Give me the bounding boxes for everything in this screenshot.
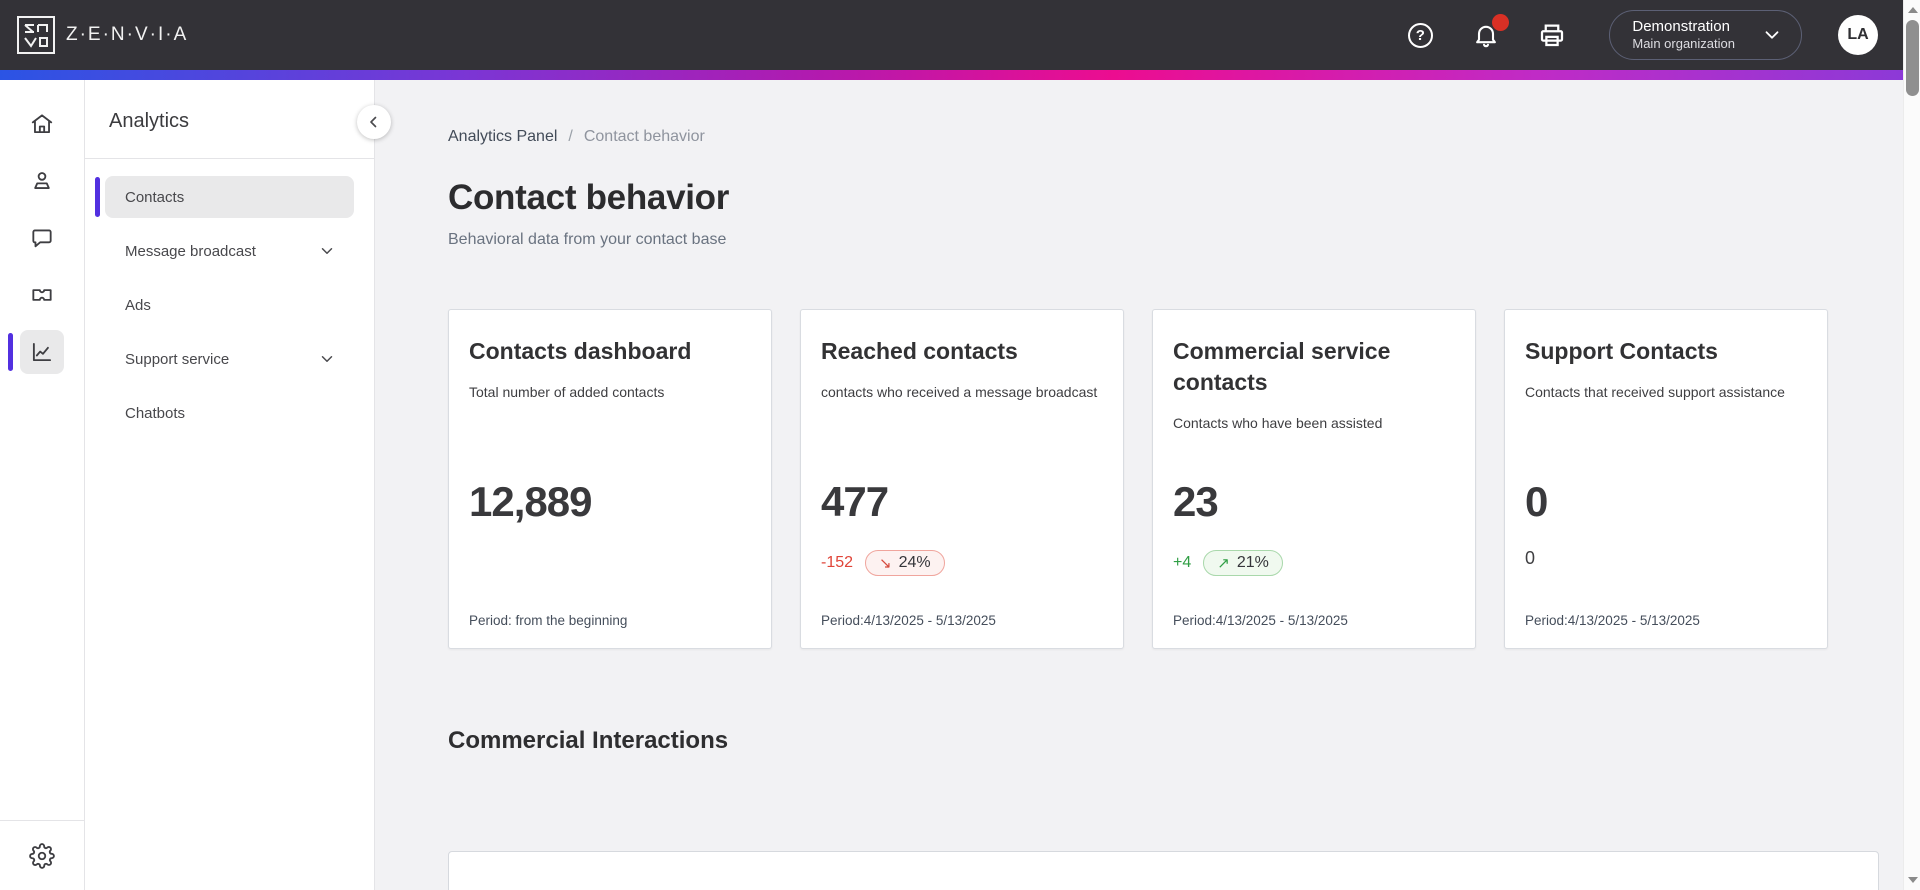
card-description: Total number of added contacts [469, 384, 665, 401]
organization-texts: Demonstration Main organization [1632, 18, 1735, 53]
delta-value: -152 [821, 554, 854, 571]
scrollbar-up-arrow-icon[interactable] [1904, 2, 1920, 18]
menu-item-label: Chatbots [125, 404, 186, 422]
brand-name: Z·E·N·V·I·A [66, 24, 189, 45]
card-delta-row: -152 ↘ 24% [821, 550, 945, 576]
icon-sidebar-footer [0, 820, 84, 890]
card-contacts-dashboard: Contacts dashboard Total number of added… [448, 309, 772, 649]
trend-badge: ↗ 21% [1203, 550, 1283, 576]
print-button[interactable] [1537, 20, 1567, 50]
trend-percent: 21% [1236, 554, 1269, 571]
zenvia-logo-icon [17, 16, 55, 54]
card-period: Period:4/13/2025 - 5/13/2025 [821, 613, 996, 628]
page-scrollbar[interactable] [1903, 0, 1920, 890]
breadcrumb-current: Contact behavior [583, 128, 705, 145]
organization-subtitle: Main organization [1632, 36, 1735, 52]
person-icon [34, 172, 50, 189]
scrollbar-thumb[interactable] [1906, 20, 1919, 96]
sidebar-item-settings[interactable] [20, 834, 64, 878]
sidebar-item-contacts[interactable] [20, 159, 64, 203]
trend-up-icon: ↗ [1217, 555, 1230, 572]
card-value: 0 [1525, 478, 1548, 525]
trend-down-icon: ↘ [879, 555, 892, 572]
page-title: Contact behavior [448, 178, 730, 217]
main-content: Analytics Panel / Contact behavior Conta… [375, 80, 1920, 890]
card-commercial-service-contacts: Commercial service contacts Contacts who… [1152, 309, 1476, 649]
section-title-commercial-interactions: Commercial Interactions [448, 727, 729, 754]
sidebar-item-home[interactable] [20, 102, 64, 146]
commercial-interactions-card [448, 851, 1879, 890]
home-icon [31, 114, 53, 134]
notification-badge [1492, 14, 1510, 31]
card-title: Support Contacts [1525, 338, 1718, 364]
menu-item-label: Message broadcast [125, 242, 256, 260]
organization-selector[interactable]: Demonstration Main organization [1609, 10, 1802, 60]
card-description: contacts who received a message broadcas… [821, 384, 1098, 401]
sidebar-item-analytics[interactable] [8, 330, 64, 374]
card-reached-contacts: Reached contacts contacts who received a… [800, 309, 1124, 649]
app-body: Analytics Contacts Message broadcast Ads… [0, 80, 1920, 890]
card-support-contacts: Support Contacts Contacts that received … [1504, 309, 1828, 649]
scrollbar-down-arrow-icon[interactable] [1904, 872, 1920, 888]
card-period: Period:4/13/2025 - 5/13/2025 [1525, 613, 1700, 628]
menu-item-ads[interactable]: Ads [105, 284, 354, 326]
card-secondary-value: 0 [1525, 548, 1536, 568]
trend-percent: 24% [898, 554, 931, 571]
card-period: Period:4/13/2025 - 5/13/2025 [1173, 613, 1348, 628]
card-description: Contacts that received support assistanc… [1525, 384, 1785, 401]
line-chart-icon [32, 342, 52, 362]
chevron-down-icon [1765, 31, 1779, 39]
menu-item-label: Support service [125, 350, 230, 368]
card-title: Commercial service contacts [1173, 338, 1391, 396]
card-title: Contacts dashboard [469, 338, 692, 364]
help-icon: ? [1407, 22, 1433, 48]
gear-icon [29, 842, 55, 869]
help-button[interactable]: ? [1405, 20, 1435, 50]
panel-divider [85, 158, 374, 159]
sidebar-item-tickets[interactable] [20, 273, 64, 317]
icon-sidebar-items [0, 80, 84, 820]
card-value: 477 [821, 478, 889, 525]
analytics-panel: Analytics Contacts Message broadcast Ads… [85, 80, 391, 890]
breadcrumb-parent-link[interactable]: Analytics Panel [448, 128, 558, 145]
brand-gradient-bar [0, 70, 1920, 80]
printer-icon [1541, 24, 1564, 47]
delta-value: +4 [1173, 554, 1192, 571]
chevron-down-icon [321, 248, 333, 254]
chevron-left-icon [370, 116, 377, 128]
card-value: 23 [1173, 478, 1219, 525]
menu-item-contacts[interactable]: Contacts [95, 176, 354, 218]
chevron-down-icon [321, 356, 333, 362]
avatar[interactable]: LA [1838, 15, 1878, 55]
menu-item-chatbots[interactable]: Chatbots [105, 392, 354, 434]
panel-menu: Contacts Message broadcast Ads Support s… [85, 159, 374, 434]
bell-icon [1476, 25, 1497, 48]
menu-item-message-broadcast[interactable]: Message broadcast [105, 230, 354, 272]
card-period: Period: from the beginning [469, 613, 628, 628]
collapse-panel-button[interactable] [357, 105, 391, 139]
menu-item-label: Contacts [125, 188, 185, 206]
card-delta-row: +4 ↗ 21% [1173, 550, 1283, 576]
card-title: Reached contacts [821, 338, 1018, 364]
sidebar-item-conversations[interactable] [20, 216, 64, 260]
breadcrumb-separator: / [568, 128, 573, 145]
card-value: 12,889 [469, 478, 592, 525]
card-description: Contacts who have been assisted [1173, 415, 1383, 432]
organization-name: Demonstration [1632, 17, 1730, 35]
panel-title: Analytics [109, 110, 190, 132]
chat-bubble-icon [32, 229, 52, 248]
ticket-icon [32, 289, 52, 301]
trend-badge: ↘ 24% [865, 550, 945, 576]
topbar-actions: ? Demonstration Main organization [1405, 10, 1878, 60]
menu-item-label: Ads [125, 296, 151, 314]
page-subtitle: Behavioral data from your contact base [448, 231, 727, 248]
icon-sidebar [0, 80, 85, 890]
brand: Z·E·N·V·I·A [16, 15, 188, 55]
breadcrumb: Analytics Panel / Contact behavior [448, 128, 1920, 146]
topbar: Z·E·N·V·I·A ? Demonstration Main organiz… [0, 0, 1920, 70]
kpi-cards-row: Contacts dashboard Total number of added… [448, 309, 1920, 649]
menu-item-support-service[interactable]: Support service [105, 338, 354, 380]
notifications-button[interactable] [1471, 14, 1510, 50]
